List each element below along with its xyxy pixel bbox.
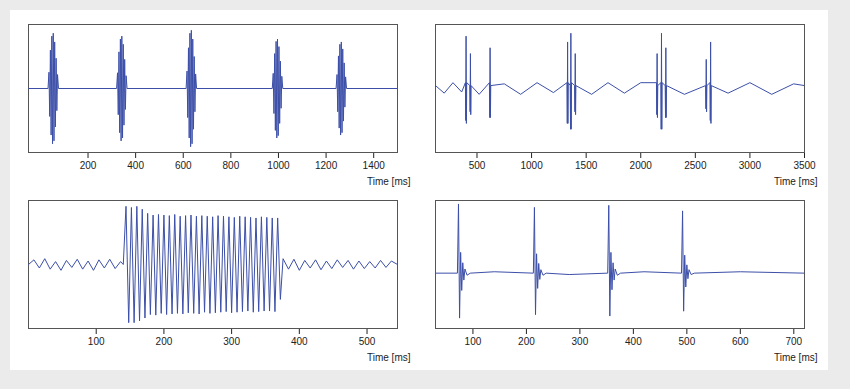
svg-text:Time [ms]: Time [ms] [774,352,818,363]
svg-text:400: 400 [127,160,144,171]
svg-text:Time [ms]: Time [ms] [367,352,411,363]
svg-text:800: 800 [223,160,240,171]
svg-text:1400: 1400 [363,160,386,171]
svg-text:500: 500 [359,336,376,347]
svg-text:500: 500 [469,160,486,171]
svg-text:300: 300 [223,336,240,347]
svg-text:100: 100 [465,336,482,347]
svg-text:400: 400 [625,336,642,347]
svg-text:600: 600 [732,336,749,347]
svg-text:2000: 2000 [630,160,653,171]
svg-text:3000: 3000 [739,160,762,171]
svg-text:200: 200 [80,160,97,171]
svg-text:700: 700 [785,336,802,347]
svg-text:100: 100 [88,336,105,347]
svg-text:1000: 1000 [520,160,543,171]
svg-text:2500: 2500 [684,160,707,171]
svg-text:600: 600 [175,160,192,171]
svg-text:3500: 3500 [793,160,816,171]
svg-text:200: 200 [156,336,173,347]
svg-text:Time [ms]: Time [ms] [367,176,411,187]
svg-text:1000: 1000 [267,160,290,171]
svg-text:Time [ms]: Time [ms] [774,176,818,187]
svg-text:300: 300 [572,336,589,347]
svg-text:200: 200 [518,336,535,347]
svg-text:1500: 1500 [575,160,598,171]
svg-text:400: 400 [291,336,308,347]
svg-text:1200: 1200 [315,160,338,171]
svg-text:500: 500 [679,336,696,347]
